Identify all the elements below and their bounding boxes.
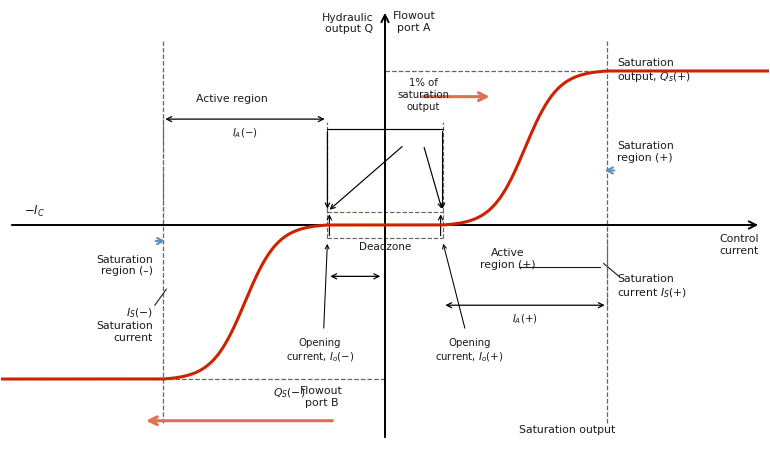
Text: $I_S(-)$
Saturation
current: $I_S(-)$ Saturation current: [96, 305, 153, 342]
Text: Saturation
output, $Q_s(+)$: Saturation output, $Q_s(+)$: [617, 57, 691, 83]
Text: Flowout
port A: Flowout port A: [393, 11, 435, 32]
Text: Hydraulic
output Q: Hydraulic output Q: [322, 13, 373, 34]
Text: Deadzone: Deadzone: [359, 241, 411, 251]
Text: Active region: Active region: [196, 94, 267, 104]
Text: Opening
current, $I_o(+)$: Opening current, $I_o(+)$: [435, 337, 504, 363]
Text: Active
region (+): Active region (+): [480, 248, 536, 269]
Text: $-I_C$: $-I_C$: [25, 203, 45, 218]
Text: Saturation
region (+): Saturation region (+): [617, 141, 674, 163]
Text: 1% of
saturation
output: 1% of saturation output: [397, 78, 450, 111]
Text: $I_A(+)$: $I_A(+)$: [512, 312, 537, 326]
Text: Opening
current, $I_o(-)$: Opening current, $I_o(-)$: [286, 337, 354, 363]
Text: Saturation output: Saturation output: [519, 423, 615, 433]
Text: Saturation
region (–): Saturation region (–): [96, 254, 153, 276]
Text: Flowout
port B: Flowout port B: [300, 386, 343, 407]
Text: Control
current: Control current: [719, 234, 759, 255]
Text: $Q_S(-)$: $Q_S(-)$: [273, 386, 305, 399]
Text: $I_A(-)$: $I_A(-)$: [233, 126, 258, 140]
Text: Saturation
current $I_S(+)$: Saturation current $I_S(+)$: [617, 273, 687, 299]
